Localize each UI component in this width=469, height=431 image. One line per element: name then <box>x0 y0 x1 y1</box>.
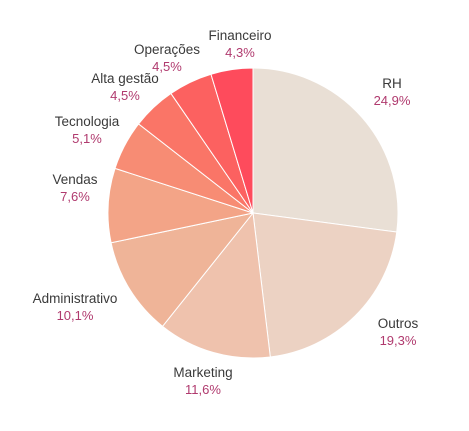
pie-slices <box>107 67 399 359</box>
slice-label-alta-gestao: Alta gestão <box>91 71 159 86</box>
pie-slice-financeiro <box>210 67 254 214</box>
slice-value-vendas: 7,6% <box>60 189 90 204</box>
slice-label-rh: RH <box>382 76 402 91</box>
slice-value-administrativo: 10,1% <box>57 308 94 323</box>
slice-label-financeiro: Financeiro <box>208 28 271 43</box>
slice-value-alta-gestao: 4,5% <box>110 88 140 103</box>
slice-value-operacoes: 4,5% <box>152 59 182 74</box>
slice-value-financeiro: 4,3% <box>225 45 255 60</box>
slice-label-administrativo: Administrativo <box>33 291 118 306</box>
pie-slice-administrativo <box>110 212 255 328</box>
slice-label-tecnologia: Tecnologia <box>55 114 120 129</box>
slice-label-operacoes: Operações <box>134 42 200 57</box>
pie-labels: RH 24,9% Outros 19,3% Marketing 11,6% Administ… <box>33 28 419 397</box>
slice-value-rh: 24,9% <box>374 93 411 108</box>
slice-label-vendas: Vendas <box>52 172 97 187</box>
slice-value-marketing: 11,6% <box>185 382 221 397</box>
slice-label-marketing: Marketing <box>173 365 232 380</box>
slice-label-outros: Outros <box>378 316 419 331</box>
pie-slice-rh <box>252 67 399 233</box>
pie-slice-outros <box>252 212 398 358</box>
pie-slice-marketing <box>161 211 271 359</box>
slice-value-tecnologia: 5,1% <box>72 131 102 146</box>
slice-value-outros: 19,3% <box>380 333 417 348</box>
